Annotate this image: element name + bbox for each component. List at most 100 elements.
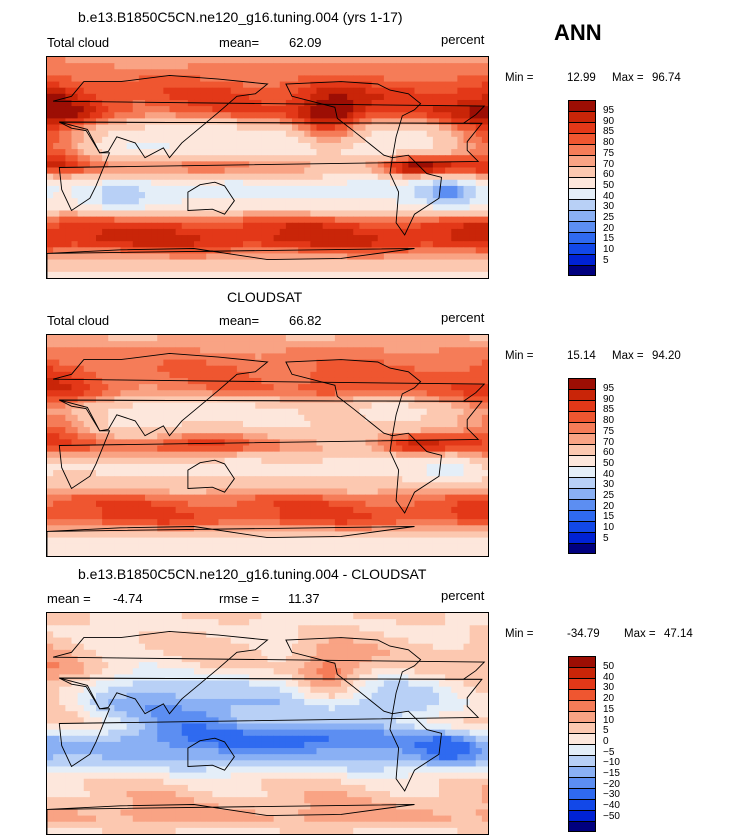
field-cell <box>151 259 158 267</box>
field-cell <box>426 506 434 514</box>
field-cell <box>218 390 226 397</box>
field-cell <box>194 494 201 502</box>
field-cell <box>261 57 268 64</box>
field-cell <box>236 75 244 82</box>
field-cell <box>163 87 170 95</box>
field-cell <box>469 185 477 193</box>
field-cell <box>132 210 140 218</box>
field-cell <box>102 173 109 181</box>
field-cell <box>457 253 464 260</box>
field-cell <box>243 87 250 95</box>
field-cell <box>292 488 299 496</box>
field-cell <box>181 69 189 76</box>
field-cell <box>47 99 54 107</box>
field-cell <box>120 265 128 273</box>
field-cell <box>347 353 354 360</box>
field-cell <box>481 470 488 477</box>
field-cell <box>353 112 360 119</box>
field-cell <box>420 259 428 267</box>
field-cell <box>279 488 287 496</box>
field-cell <box>255 384 262 391</box>
field-cell <box>402 124 409 132</box>
field-cell <box>163 106 170 113</box>
field-cell <box>279 347 287 354</box>
field-cell <box>175 513 183 520</box>
field-cell <box>426 476 434 483</box>
field-cell <box>77 531 85 538</box>
field-cell <box>481 216 488 224</box>
field-cell <box>298 130 305 138</box>
field-cell <box>53 93 60 101</box>
field-cell <box>83 271 91 278</box>
field-cell <box>138 414 146 422</box>
field-cell <box>132 482 140 489</box>
field-cell <box>353 488 360 496</box>
field-cell <box>414 494 422 502</box>
field-cell <box>255 216 262 224</box>
field-cell <box>126 371 134 379</box>
field-cell <box>194 525 201 532</box>
field-cell <box>120 525 128 532</box>
field-cell <box>175 396 183 403</box>
field-cell <box>71 253 79 260</box>
field-cell <box>439 149 446 156</box>
field-cell <box>212 106 219 113</box>
field-cell <box>187 81 195 89</box>
field-cell <box>475 149 483 156</box>
field-cell <box>175 112 183 119</box>
field-cell <box>365 99 373 107</box>
field-cell <box>194 427 201 434</box>
field-cell <box>236 433 244 440</box>
field-cell <box>132 173 140 181</box>
field-cell <box>169 93 177 101</box>
field-cell <box>96 439 103 446</box>
field-cell <box>328 57 336 64</box>
field-cell <box>249 142 256 150</box>
field-cell <box>53 420 60 428</box>
field-cell <box>102 87 109 95</box>
field-cell <box>365 506 373 514</box>
field-cell <box>53 130 60 138</box>
field-cell <box>206 390 213 397</box>
field-cell <box>432 371 440 379</box>
field-cell <box>371 341 379 348</box>
field-cell <box>475 525 483 532</box>
field-cell <box>71 500 79 508</box>
field-cell <box>341 241 348 248</box>
field-cell <box>451 463 458 471</box>
field-cell <box>194 167 201 175</box>
field-cell <box>457 69 464 76</box>
field-cell <box>53 384 60 391</box>
field-cell <box>218 93 226 101</box>
field-cell <box>463 259 471 267</box>
field-cell <box>371 112 379 119</box>
field-cell <box>181 390 189 397</box>
field-cell <box>469 359 477 367</box>
field-cell <box>451 265 458 273</box>
field-cell <box>310 488 317 496</box>
field-cell <box>279 396 287 403</box>
field-cell <box>432 513 440 520</box>
field-cell <box>469 365 477 373</box>
field-cell <box>481 500 488 508</box>
field-cell <box>439 427 446 434</box>
field-cell <box>59 335 66 342</box>
field-cell <box>316 155 324 162</box>
field-cell <box>334 142 342 150</box>
field-cell <box>396 433 403 440</box>
field-cell <box>285 241 293 248</box>
field-cell <box>126 519 134 526</box>
field-cell <box>273 69 281 76</box>
field-cell <box>475 124 483 132</box>
field-cell <box>169 63 177 70</box>
field-cell <box>120 433 128 440</box>
field-cell <box>396 124 403 132</box>
field-cell <box>261 106 268 113</box>
field-cell <box>163 365 170 373</box>
field-cell <box>261 271 268 278</box>
field-cell <box>187 513 195 520</box>
field-cell <box>138 335 146 342</box>
field-cell <box>267 390 275 397</box>
field-cell <box>426 494 434 502</box>
field-cell <box>469 136 477 144</box>
